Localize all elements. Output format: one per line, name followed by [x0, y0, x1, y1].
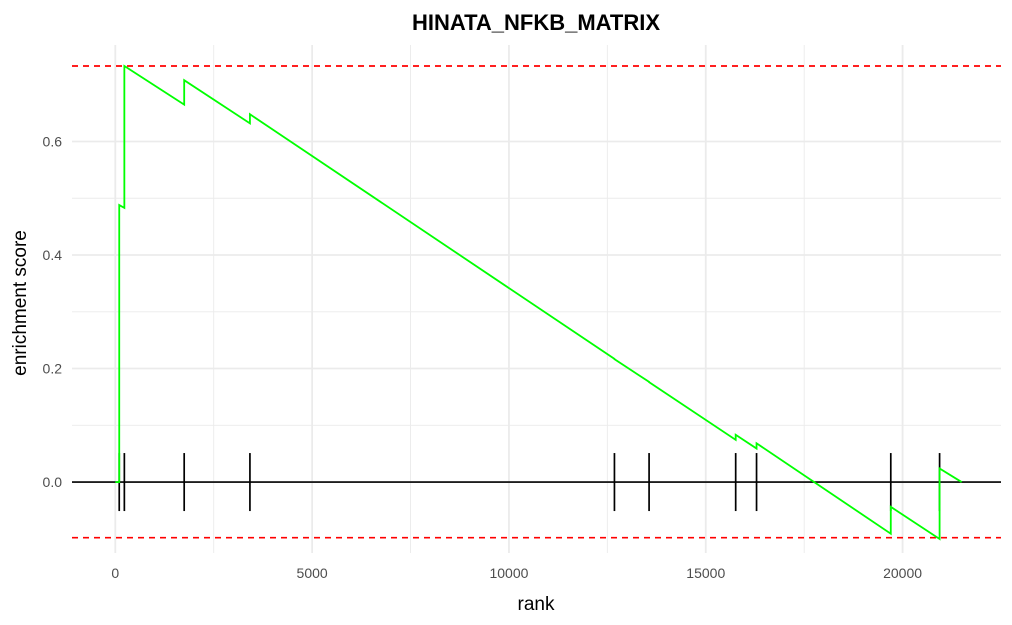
- threshold-lines: [72, 65, 1001, 539]
- x-tick-label: 15000: [686, 565, 725, 581]
- x-tick-label: 20000: [883, 565, 922, 581]
- x-tick-label: 0: [111, 565, 119, 581]
- y-tick-labels: 0.0 0.2 0.4 0.6: [43, 133, 63, 490]
- x-axis-title: rank: [518, 594, 555, 615]
- y-axis-title: enrichment score: [10, 230, 31, 376]
- y-tick-label: 0.0: [43, 474, 63, 490]
- chart-title: HINATA_NFKB_MATRIX: [412, 10, 660, 35]
- running-score-line: [115, 64, 963, 541]
- x-tick-label: 5000: [297, 565, 328, 581]
- y-tick-label: 0.4: [43, 247, 63, 263]
- y-tick-label: 0.6: [43, 133, 63, 149]
- x-tick-label: 10000: [489, 565, 528, 581]
- running-score-layer: [115, 64, 963, 541]
- y-tick-label: 0.2: [43, 361, 63, 377]
- gridlines: [72, 45, 1001, 553]
- x-tick-labels: 0 5000 10000 15000 20000: [111, 565, 922, 581]
